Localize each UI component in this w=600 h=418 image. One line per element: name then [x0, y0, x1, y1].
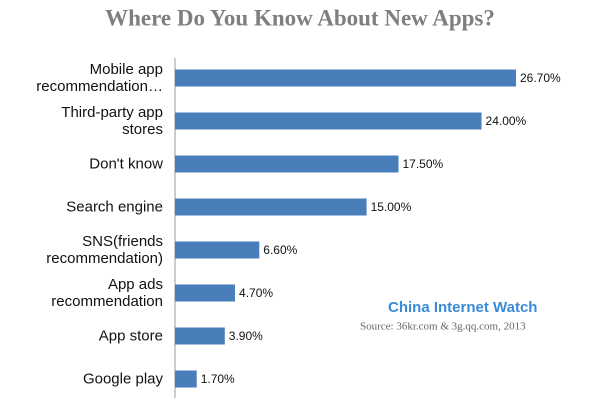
category-label: Mobile app recommendation…: [36, 61, 163, 95]
bar: [175, 112, 482, 130]
value-label: 3.90%: [229, 329, 263, 343]
value-label: 1.70%: [201, 372, 235, 386]
bar: [175, 241, 260, 259]
category-label: SNS(friends recommendation): [46, 233, 163, 267]
category-label: Don't know: [89, 155, 163, 173]
category-label: Third-party app stores: [61, 104, 163, 138]
value-label: 4.70%: [239, 286, 273, 300]
source: Source: 36kr.com & 3g.qq.com, 2013: [360, 321, 526, 333]
brand: China Internet Watch: [388, 299, 537, 316]
bar: [175, 370, 197, 388]
value-label: 15.00%: [371, 200, 412, 214]
value-label: 24.00%: [486, 114, 527, 128]
bar: [175, 327, 225, 345]
bar: [175, 155, 399, 173]
value-label: 26.70%: [520, 71, 561, 85]
bar: [175, 284, 236, 302]
value-label: 17.50%: [403, 157, 444, 171]
category-label: App ads recommendation: [51, 276, 163, 310]
category-label: App store: [98, 327, 163, 345]
category-label: Search engine: [66, 198, 163, 216]
chart-title: Where Do You Know About New Apps?: [105, 5, 495, 30]
value-label: 6.60%: [263, 243, 297, 257]
bar: [175, 69, 516, 87]
category-label: Google play: [82, 370, 163, 388]
bar: [175, 198, 367, 216]
